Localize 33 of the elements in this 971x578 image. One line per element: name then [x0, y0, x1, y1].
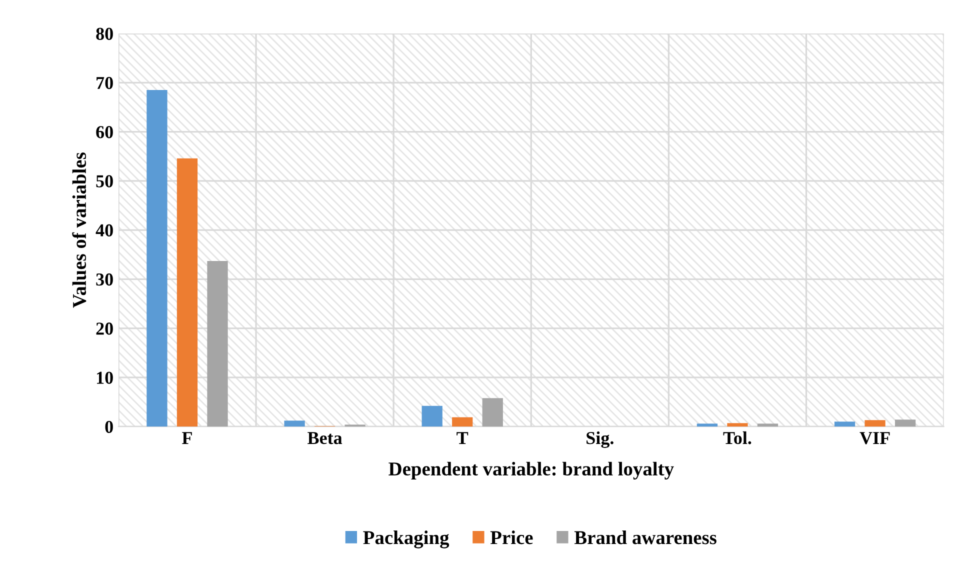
bar — [284, 420, 305, 427]
y-tick-label: 10 — [96, 372, 113, 384]
y-tick-label: 50 — [96, 175, 113, 188]
x-tick-label: VIF — [860, 432, 890, 444]
y-tick-label: 40 — [96, 224, 113, 236]
y-tick-label: 30 — [96, 273, 113, 286]
legend-label: Brand awareness — [574, 530, 716, 544]
y-tick-label: 0 — [105, 420, 113, 434]
legend-label: Packaging — [363, 530, 450, 548]
y-tick-label: 70 — [96, 76, 113, 90]
x-tick-label: Beta — [308, 432, 342, 444]
bar — [864, 420, 886, 427]
bar — [696, 424, 718, 427]
bar — [207, 260, 228, 427]
y-axis-title: Values of variables — [72, 152, 86, 308]
bar — [482, 398, 503, 427]
x-tick-label: F — [182, 432, 192, 444]
bar — [422, 406, 442, 427]
bar — [894, 420, 916, 427]
bar — [146, 90, 168, 427]
y-tick-label: 20 — [96, 322, 113, 335]
bar — [834, 422, 856, 427]
bar — [176, 158, 198, 427]
y-tick-label: 60 — [96, 126, 113, 138]
x-tick-label: T — [456, 432, 468, 444]
bar — [727, 423, 748, 427]
bar — [757, 424, 778, 427]
x-axis-title: Dependent variable: brand loyalty — [388, 462, 674, 480]
legend-label: Price — [490, 530, 533, 544]
x-tick-label: Sig. — [586, 431, 614, 448]
y-tick-label: 80 — [96, 28, 113, 40]
x-tick-label: Tol. — [723, 431, 752, 444]
bar — [452, 417, 473, 427]
